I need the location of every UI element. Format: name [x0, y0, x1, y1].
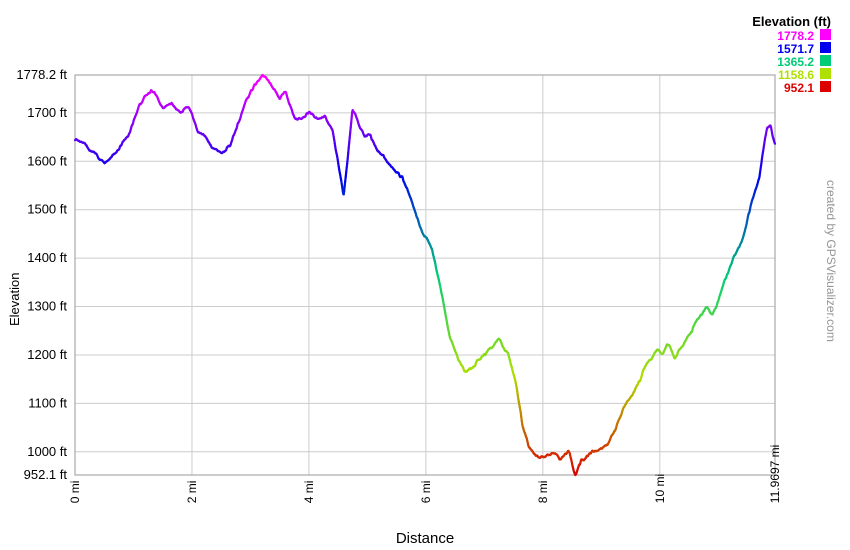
svg-text:10 mi: 10 mi — [653, 474, 667, 503]
svg-text:1600 ft: 1600 ft — [27, 153, 67, 168]
svg-text:1300 ft: 1300 ft — [27, 299, 67, 314]
svg-text:8 mi: 8 mi — [536, 481, 550, 504]
svg-text:1700 ft: 1700 ft — [27, 105, 67, 120]
svg-text:6 mi: 6 mi — [419, 481, 433, 504]
svg-text:0 mi: 0 mi — [68, 481, 82, 504]
svg-text:1200 ft: 1200 ft — [27, 347, 67, 362]
svg-text:1100 ft: 1100 ft — [28, 395, 67, 410]
svg-text:1500 ft: 1500 ft — [27, 202, 67, 217]
svg-text:1000 ft: 1000 ft — [27, 444, 67, 459]
svg-text:4 mi: 4 mi — [302, 481, 316, 504]
svg-text:952.1 ft: 952.1 ft — [24, 467, 68, 482]
svg-text:1400 ft: 1400 ft — [27, 250, 67, 265]
svg-text:11.9697 mi: 11.9697 mi — [768, 445, 782, 503]
svg-text:1778.2 ft: 1778.2 ft — [16, 67, 67, 82]
svg-text:2 mi: 2 mi — [185, 481, 199, 504]
